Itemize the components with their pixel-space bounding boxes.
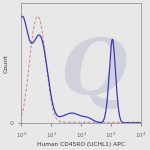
Y-axis label: Count: Count (3, 54, 8, 73)
X-axis label: Human CD45RO (UCHL1) APC: Human CD45RO (UCHL1) APC (37, 142, 125, 147)
Text: Q: Q (60, 36, 126, 110)
